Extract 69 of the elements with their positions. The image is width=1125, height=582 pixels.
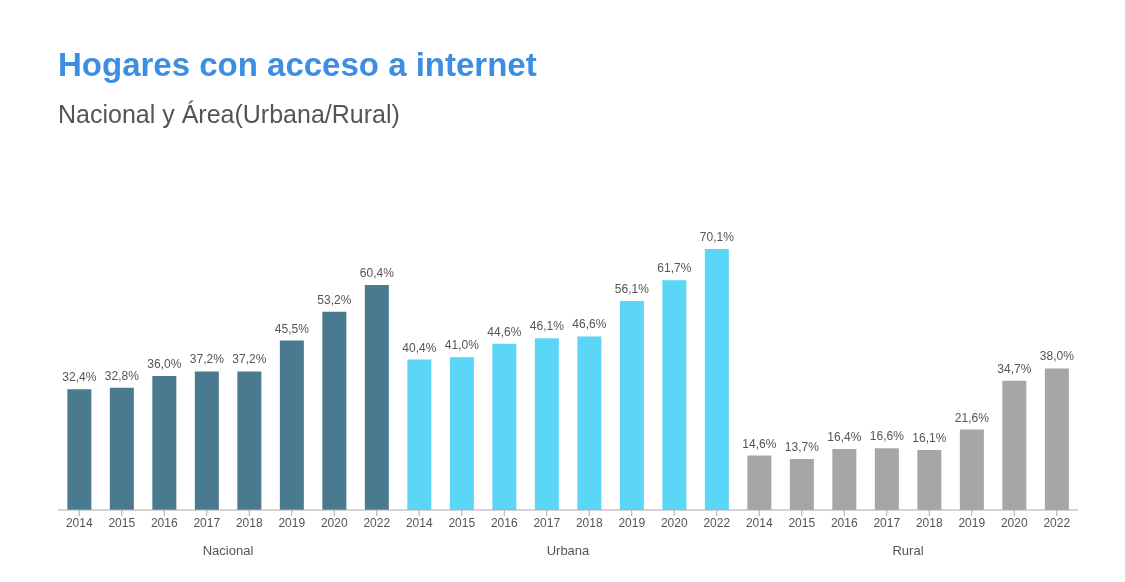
bar [237, 371, 262, 510]
data-label: 40,4% [402, 340, 437, 355]
bar [662, 280, 687, 510]
x-tick-label: 2016 [830, 515, 858, 530]
x-tick-label: 2014 [745, 515, 773, 530]
x-tick-label: 2015 [108, 515, 136, 530]
data-label: 13,7% [784, 439, 820, 454]
x-tick-label: 2020 [1000, 515, 1028, 530]
bar [67, 389, 92, 510]
x-tick-label: 2017 [193, 515, 221, 530]
x-tick-label: 2022 [363, 515, 391, 530]
data-label: 16,1% [912, 431, 947, 446]
x-tick-label: 2016 [490, 515, 518, 530]
data-label: 53,2% [317, 292, 352, 307]
x-tick-label: 2017 [873, 515, 901, 530]
data-label: 56,1% [614, 282, 650, 297]
x-tick-label: 2015 [788, 515, 816, 530]
x-tick-label: 2018 [235, 515, 263, 530]
data-label: 38,0% [1039, 349, 1075, 364]
data-label: 41,0% [444, 338, 480, 353]
text: Urbana [546, 543, 591, 559]
bar [364, 285, 389, 510]
bar [194, 371, 219, 510]
data-label: 61,7% [657, 261, 692, 276]
x-tick-label: 2015 [448, 515, 476, 530]
x-tick-label: 2019 [958, 515, 986, 530]
data-label: 16,6% [869, 429, 905, 444]
bar [492, 343, 517, 510]
bar [704, 248, 729, 510]
x-tick-label: 2019 [618, 515, 646, 530]
bar [619, 301, 644, 510]
x-tick-label: 2014 [65, 515, 93, 530]
data-label: 46,6% [572, 317, 607, 332]
data-label: 34,7% [997, 361, 1032, 376]
data-label: 60,4% [359, 266, 395, 281]
data-label: 36,0% [147, 356, 182, 371]
x-tick-label: 2014 [405, 515, 433, 530]
x-tick-label: 2018 [915, 515, 943, 530]
bar [407, 359, 432, 510]
data-label: 44,6% [487, 324, 522, 339]
x-tick-label: 2019 [278, 515, 306, 530]
bar [577, 336, 602, 510]
data-label: 37,2% [189, 352, 225, 367]
data-label: 45,5% [274, 321, 310, 336]
data-label: 37,2% [232, 352, 267, 367]
x-tick-label: 2016 [150, 515, 178, 530]
bar [152, 375, 177, 510]
x-tick-label: 2022 [703, 515, 731, 530]
text: Nacional [202, 543, 254, 559]
bar [109, 387, 134, 510]
bar [279, 340, 304, 510]
data-label: 32,8% [104, 368, 140, 383]
chart-title: Hogares con acceso a internet [58, 46, 537, 84]
bar [449, 357, 474, 510]
data-label: 46,1% [529, 319, 565, 334]
data-label: 70,1% [699, 229, 735, 244]
chart-subtitle: Nacional y Área(Urbana/Rural) [58, 100, 400, 129]
data-label: 14,6% [742, 436, 777, 451]
x-tick-label: 2017 [533, 515, 561, 530]
x-tick-label: 2020 [660, 515, 688, 530]
bar [322, 311, 347, 510]
bar [534, 338, 559, 510]
x-tick-label: 2018 [575, 515, 603, 530]
data-label: 21,6% [954, 410, 990, 425]
x-tick-label: 2020 [320, 515, 348, 530]
x-tick-label: 2022 [1043, 515, 1071, 530]
text: Rural [892, 543, 924, 559]
data-label: 32,4% [62, 370, 97, 385]
data-label: 16,4% [827, 429, 862, 444]
